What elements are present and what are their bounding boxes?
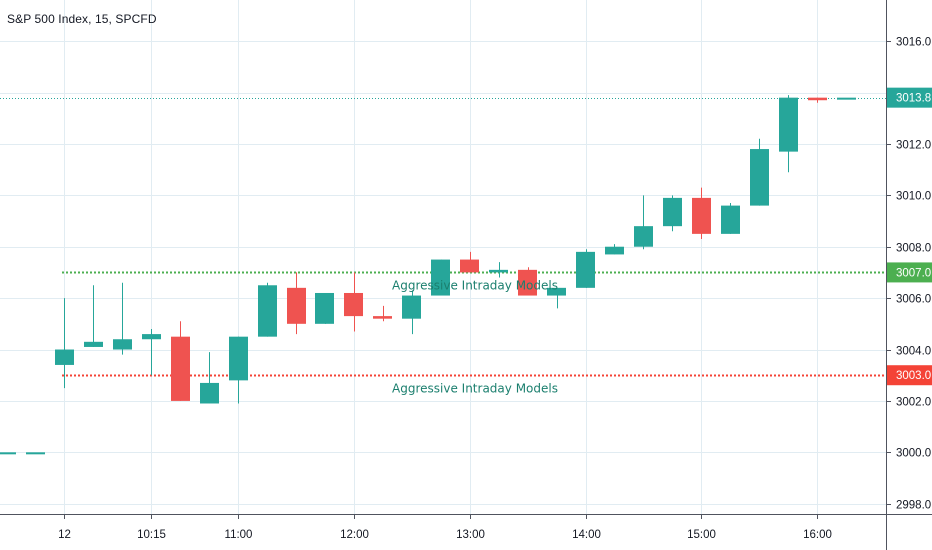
candle-body[interactable] [431, 259, 450, 296]
candle-body[interactable] [692, 197, 711, 234]
level-annotation: Aggressive Intraday Models [392, 382, 558, 396]
candle[interactable] [518, 267, 537, 296]
candle-body[interactable] [26, 452, 45, 455]
candle[interactable] [258, 282, 277, 337]
x-tick-label: 10:15 [137, 529, 166, 541]
candle[interactable] [0, 452, 16, 455]
candle-body[interactable] [315, 292, 334, 324]
candle[interactable] [779, 95, 798, 173]
candle[interactable] [287, 272, 306, 335]
price-tag: 3007.0 [887, 262, 932, 283]
candle[interactable] [171, 321, 190, 401]
candle[interactable] [547, 287, 566, 309]
candle-body[interactable] [547, 287, 566, 296]
candle[interactable] [402, 290, 421, 335]
y-tick-label: 2998.0 [896, 500, 931, 512]
candle[interactable] [26, 452, 45, 455]
x-tick-label: 14:00 [572, 529, 601, 541]
candle-body[interactable] [489, 269, 508, 273]
candle-body[interactable] [344, 292, 363, 317]
candle-body[interactable] [258, 285, 277, 337]
x-tick-label: 12:00 [340, 529, 369, 541]
candle-body[interactable] [171, 336, 190, 401]
candle[interactable] [315, 292, 334, 324]
x-tick-label: 15:00 [687, 529, 716, 541]
candle[interactable] [431, 259, 450, 296]
candle-body[interactable] [373, 316, 392, 319]
y-tick-label: 3002.0 [896, 397, 931, 409]
candle[interactable] [692, 187, 711, 240]
price-tag: 3003.0 [887, 365, 932, 386]
price-tag: 3013.8 [887, 87, 932, 108]
price-tag-label: 3013.8 [896, 93, 931, 105]
price-tag-label: 3003.0 [896, 370, 931, 382]
level-annotation: Aggressive Intraday Models [392, 279, 558, 293]
candle-body[interactable] [721, 205, 740, 234]
price-tag-bg [887, 87, 932, 108]
candle[interactable] [229, 336, 248, 404]
y-tick-label: 3004.0 [896, 346, 931, 358]
y-tick-label: 3016.0 [896, 37, 931, 49]
horizontal-levels [0, 98, 886, 377]
candle[interactable] [373, 305, 392, 322]
candle[interactable] [634, 195, 653, 250]
candle[interactable] [576, 249, 595, 288]
candle-body[interactable] [518, 269, 537, 296]
x-tick-label: 16:00 [803, 529, 832, 541]
price-tag-label: 3007.0 [896, 267, 931, 279]
candle[interactable] [344, 272, 363, 332]
candle[interactable] [605, 244, 624, 255]
candle-body[interactable] [460, 259, 479, 273]
candle-body[interactable] [837, 97, 856, 100]
x-tick-label: 12 [58, 529, 71, 541]
candle-body[interactable] [287, 287, 306, 324]
x-tick-label: 13:00 [456, 529, 485, 541]
candle[interactable] [663, 195, 682, 232]
chart-title: S&P 500 Index, 15, SPCFD [7, 12, 157, 26]
candles[interactable] [0, 95, 856, 455]
candle[interactable] [750, 138, 769, 206]
candle[interactable] [721, 203, 740, 234]
candle[interactable] [837, 97, 856, 100]
candle-body[interactable] [663, 197, 682, 227]
candle[interactable] [489, 262, 508, 278]
candle-body[interactable] [200, 382, 219, 404]
candle[interactable] [84, 285, 103, 347]
candle[interactable] [460, 251, 479, 273]
candle-body[interactable] [229, 336, 248, 381]
level-annotations: Aggressive Intraday Models Aggressive Int… [392, 279, 558, 396]
candle-body[interactable] [0, 452, 16, 455]
candle-body[interactable] [634, 226, 653, 247]
candle[interactable] [113, 282, 132, 355]
y-tick-label: 3010.0 [896, 191, 931, 203]
y-tick-label: 3006.0 [896, 294, 931, 306]
y-tick-label: 3012.0 [896, 140, 931, 152]
candle-body[interactable] [55, 349, 74, 365]
candle-body[interactable] [402, 295, 421, 319]
candle[interactable] [142, 328, 161, 376]
candle[interactable] [55, 298, 74, 389]
candle-body[interactable] [605, 246, 624, 255]
candle-body[interactable] [113, 339, 132, 350]
candle[interactable] [808, 97, 827, 103]
candle-body[interactable] [750, 149, 769, 206]
candle-body[interactable] [808, 97, 827, 101]
candle-body[interactable] [84, 341, 103, 347]
y-tick-label: 3000.0 [896, 448, 931, 460]
candle-body[interactable] [576, 251, 595, 288]
price-tag-bg [887, 262, 932, 283]
candle[interactable] [200, 352, 219, 404]
y-tick-label: 3008.0 [896, 243, 931, 255]
price-tag-bg [887, 365, 932, 386]
x-tick-label: 11:00 [225, 529, 253, 541]
candle-body[interactable] [142, 334, 161, 340]
price-tags: 3013.8 3007.0 3003.0 [887, 87, 932, 386]
candle-body[interactable] [779, 97, 798, 152]
grid-lines [0, 0, 886, 514]
